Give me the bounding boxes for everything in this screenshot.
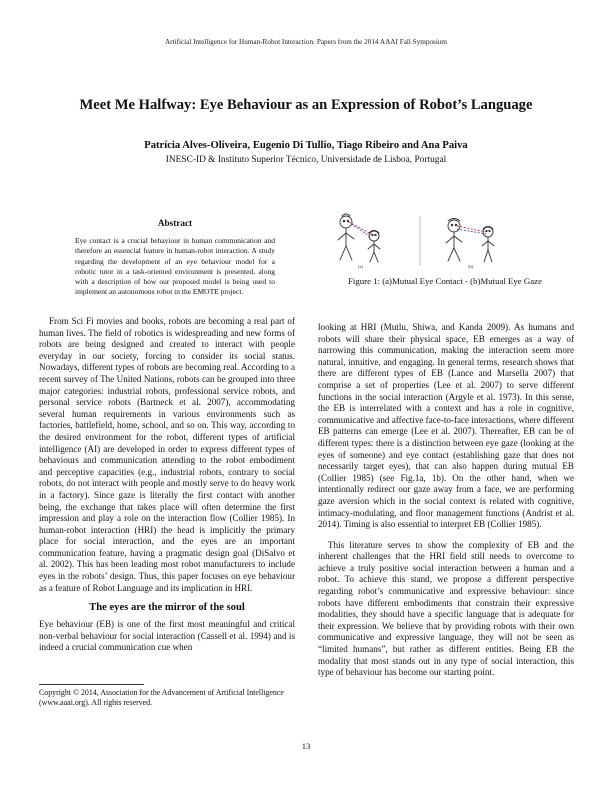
figure-a-person-right (367, 230, 381, 263)
figure-label-b: (b) (468, 264, 474, 269)
right-paragraph-1: looking at HRI (Mutlu, Shiwa, and Kanda … (318, 322, 574, 530)
figure-label-a: (a) (358, 264, 363, 269)
figure-b-gaze-line-return (456, 228, 487, 235)
affiliation: INESC-ID & Instituto Superior Técnico, U… (165, 155, 447, 165)
figure-eye-gaze-illustration: (a) (b) (337, 213, 495, 269)
page-number: 13 (301, 741, 311, 751)
eb-paragraph: Eye behaviour (EB) is one of the first m… (39, 619, 295, 653)
figure-b-person-right (481, 226, 495, 263)
right-column: looking at HRI (Mutlu, Shiwa, and Kanda … (318, 322, 574, 679)
intro-paragraph: From Sci Fi movies and books, robots are… (39, 316, 295, 593)
figure-a-gaze-line-return (350, 223, 372, 238)
footnote-rule (39, 684, 144, 685)
paper-title: Meet Me Halfway: Eye Behaviour as an Exp… (79, 97, 533, 113)
left-column-intro: From Sci Fi movies and books, robots are… (39, 316, 295, 594)
figure-b-person-left (445, 218, 463, 262)
abstract-text: Eye contact is a crucial behaviour in hu… (75, 236, 275, 297)
running-header: Artificial Intelligence for Human-Robot … (164, 38, 448, 46)
figure-caption: Figure 1: (a)Mutual Eye Contact - (b)Mut… (348, 276, 542, 286)
left-column-eb-paragraph: Eye behaviour (EB) is one of the first m… (39, 619, 295, 654)
figure-a-person-left (337, 213, 355, 261)
author-list: Patrícia Alves-Oliveira, Eugenio Di Tull… (144, 140, 468, 151)
abstract-heading: Abstract (157, 218, 193, 228)
right-paragraph-2: This literature serves to show the compl… (318, 539, 574, 678)
figure-b-gaze-line (456, 225, 487, 233)
section-heading: The eyes are the mirror of the soul (89, 602, 245, 613)
figure-a-gaze-line (348, 221, 374, 236)
copyright-notice: Copyright © 2014, Association for the Ad… (39, 688, 284, 707)
